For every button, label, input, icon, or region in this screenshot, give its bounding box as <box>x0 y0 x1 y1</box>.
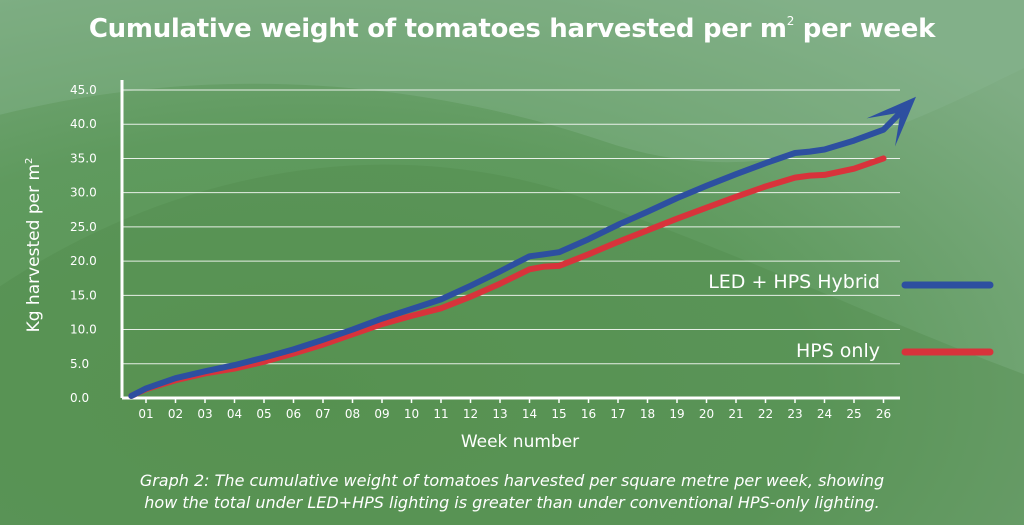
y-tick-label: 40.0 <box>70 117 97 131</box>
x-tick-label: 18 <box>640 407 655 421</box>
series-line-hybrid <box>128 109 904 399</box>
legend-label-hybrid: LED + HPS Hybrid <box>708 271 880 293</box>
x-tick-label: 13 <box>492 407 507 421</box>
x-tick-label: 15 <box>551 407 566 421</box>
x-tick-label: 23 <box>787 407 802 421</box>
y-tick-label: 10.0 <box>70 323 97 337</box>
legend-label-hps: HPS only <box>795 340 880 362</box>
x-tick-label: 16 <box>581 407 596 421</box>
y-tick-label: 45.0 <box>70 83 97 97</box>
x-tick-label: 20 <box>699 407 714 421</box>
caption-line-2: how the total under LED+HPS lighting is … <box>144 493 880 512</box>
x-tick-label: 08 <box>345 407 360 421</box>
x-tick-label: 06 <box>286 407 301 421</box>
y-tick-label: 30.0 <box>70 186 97 200</box>
x-tick-label: 21 <box>728 407 743 421</box>
x-tick-label: 03 <box>197 407 212 421</box>
x-tick-label: 14 <box>522 407 537 421</box>
x-tick-label: 12 <box>463 407 478 421</box>
axes <box>120 80 900 400</box>
y-axis-label: Kg harvested per m2 <box>24 157 44 333</box>
y-tick-label: 20.0 <box>70 254 97 268</box>
y-tick-label: 5.0 <box>70 357 89 371</box>
x-tick-label: 01 <box>138 407 153 421</box>
legend <box>901 281 994 356</box>
series-arrowhead <box>866 96 916 147</box>
y-tick-label: 15.0 <box>70 288 97 302</box>
x-tick-label: 07 <box>315 407 330 421</box>
x-tick-label: 22 <box>758 407 773 421</box>
x-tick-label: 11 <box>433 407 448 421</box>
x-tick-label: 04 <box>227 407 242 421</box>
y-tick-labels: 0.0 5.0 10.0 15.0 20.0 25.0 30.0 35.0 40.0 45.0 <box>70 83 97 405</box>
grid-lines <box>122 89 900 365</box>
chart-title: Cumulative weight of tomatoes harvested … <box>88 14 936 44</box>
caption-line-1: Graph 2: The cumulative weight of tomato… <box>139 471 885 490</box>
x-axis-label: Week number <box>460 432 580 452</box>
x-tick-labels: 01 02 03 04 05 06 07 08 09 10 11 12 13 14 15 16 17 18 19 20… <box>138 398 891 421</box>
x-tick-label: 02 <box>168 407 183 421</box>
y-tick-label: 35.0 <box>70 151 97 165</box>
x-tick-label: 19 <box>669 407 684 421</box>
series-line-hps <box>128 155 887 399</box>
x-tick-label: 17 <box>610 407 625 421</box>
series-lines <box>128 96 916 399</box>
x-tick-label: 10 <box>404 407 419 421</box>
x-tick-label: 09 <box>374 407 389 421</box>
x-tick-label: 26 <box>876 407 891 421</box>
x-tick-label: 24 <box>817 407 832 421</box>
x-tick-label: 25 <box>846 407 861 421</box>
figure-caption: Graph 2: The cumulative weight of tomato… <box>0 470 1024 514</box>
y-tick-label: 25.0 <box>70 220 97 234</box>
x-tick-label: 05 <box>256 407 271 421</box>
y-tick-label: 0.0 <box>70 391 89 405</box>
